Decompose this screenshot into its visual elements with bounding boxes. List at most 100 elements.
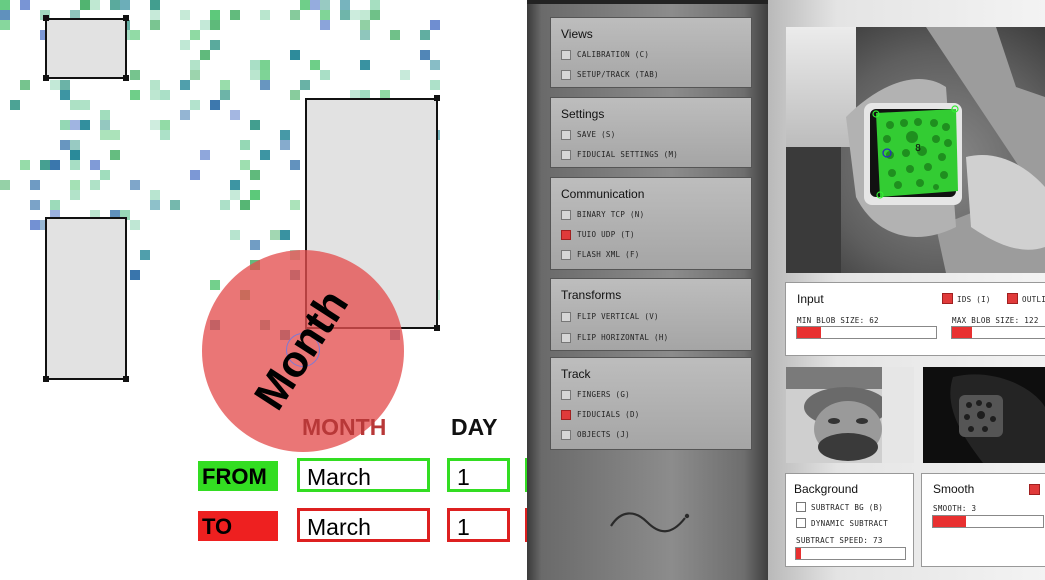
blob-pixel [160,130,170,140]
checkbox[interactable] [796,502,806,512]
blob-pixel [70,190,80,200]
min-blob-slider-fill [797,327,821,338]
option-calibration[interactable]: CALIBRATION (C) [561,49,649,60]
option-fiducials[interactable]: FIDUCIALS (D) [561,409,640,420]
to-tag: TO [198,511,278,541]
wave-logo-icon [610,512,690,533]
blob-pixel [20,80,30,90]
blob-pixel [320,10,330,20]
outlines-label: OUTLI [1022,295,1045,304]
option-tuio-udp[interactable]: TUIO UDP (T) [561,229,635,240]
blob-pixel [50,80,60,90]
checkbox[interactable] [561,209,571,220]
blob-pixel [110,150,120,160]
blob-pixel [190,100,200,110]
checkbox[interactable] [561,389,571,400]
option-objects[interactable]: OBJECTS (J) [561,429,630,440]
blob-pixel [350,90,360,100]
checkbox[interactable] [561,429,571,440]
option-fiducial-settings[interactable]: FIDUCIAL SETTINGS (M) [561,149,678,160]
max-blob-slider-fill [952,327,972,338]
checkbox[interactable] [561,129,571,140]
blob-pixel [360,60,370,70]
blob-pixel [10,100,20,110]
checkbox[interactable] [561,249,571,260]
checkbox-checked[interactable] [561,409,571,420]
option-binary-tcp[interactable]: BINARY TCP (N) [561,209,644,220]
blob-pixel [70,140,80,150]
blob-pixel [230,190,240,200]
blob-pixel [430,20,440,30]
group-title: Track [561,367,591,381]
option-label: CALIBRATION (C) [577,50,650,59]
blob-pixel [230,230,240,240]
smooth-slider[interactable] [932,515,1044,528]
blob-pixel [60,120,70,130]
blob-pixel [60,90,70,100]
from-month-field[interactable]: March [297,458,430,492]
blob-pixel [290,200,300,210]
track-group: Track FINGERS (G) FIDUCIALS (D) OBJECTS … [550,357,752,450]
blob-pixel [290,50,300,60]
blob-pixel [60,140,70,150]
blob-pixel [70,150,80,160]
option-label: SAVE (S) [577,130,616,139]
object-corner [123,15,129,21]
blob-pixel [210,280,220,290]
blob-pixel [420,50,430,60]
blob-pixel [300,80,310,90]
blob-pixel [290,10,300,20]
option-label: FLIP HORIZONTAL (H) [577,333,669,342]
blob-pixel [230,110,240,120]
main-camera-view: 8 [786,27,1045,273]
option-subtract-bg[interactable]: SUBTRACT BG (B) [796,502,883,512]
checkbox[interactable] [796,518,806,528]
from-day-field[interactable]: 1 [447,458,510,492]
tangible-object-3[interactable] [45,217,127,380]
option-label: SUBTRACT BG (B) [811,502,884,512]
subtract-speed-slider[interactable] [795,547,906,560]
month-column-header: MONTH [302,414,387,440]
outlines-checkbox-checked[interactable] [1007,293,1018,304]
to-day-field[interactable]: 1 [447,508,510,542]
option-fingers[interactable]: FINGERS (G) [561,389,630,400]
checkbox[interactable] [561,69,571,80]
blob-pixel [260,80,270,90]
blob-pixel [150,20,160,30]
checkbox[interactable] [561,311,571,322]
blob-pixel [230,10,240,20]
checkbox[interactable] [561,332,571,343]
object-corner [43,15,49,21]
max-blob-slider[interactable] [951,326,1045,339]
tangible-object-1[interactable] [45,18,127,79]
to-month-field[interactable]: March [297,508,430,542]
option-flip-horizontal[interactable]: FLIP HORIZONTAL (H) [561,332,669,343]
smooth-checkbox-checked[interactable] [1029,484,1040,495]
blob-pixel [240,160,250,170]
blob-pixel [140,250,150,260]
option-save[interactable]: SAVE (S) [561,129,616,140]
checkbox[interactable] [561,149,571,160]
option-label: FIDUCIALS (D) [577,410,640,419]
checkbox-checked[interactable] [561,229,571,240]
option-dynamic-subtract[interactable]: DYNAMIC SUBTRACT [796,518,888,528]
option-setup-track[interactable]: SETUP/TRACK (TAB) [561,69,659,80]
ids-label: IDS (I) [957,295,991,304]
checkbox[interactable] [561,49,571,60]
from-row-overflow-field [525,458,527,492]
blob-pixel [180,80,190,90]
option-flash-xml[interactable]: FLASH XML (F) [561,249,640,260]
blob-pixel [130,30,140,40]
blob-pixel [290,160,300,170]
blob-pixel [400,70,410,80]
blob-pixel [170,200,180,210]
option-flip-vertical[interactable]: FLIP VERTICAL (V) [561,311,659,322]
blob-pixel [260,60,270,70]
blob-pixel [50,160,60,170]
ids-checkbox-checked[interactable] [942,293,953,304]
blob-pixel [210,40,220,50]
object-corner [123,75,129,81]
min-blob-slider[interactable] [796,326,937,339]
blob-pixel [350,10,360,20]
tabletop-canvas[interactable]: Month MONTH DAY FROM March 1 TO March 1 [0,0,527,580]
